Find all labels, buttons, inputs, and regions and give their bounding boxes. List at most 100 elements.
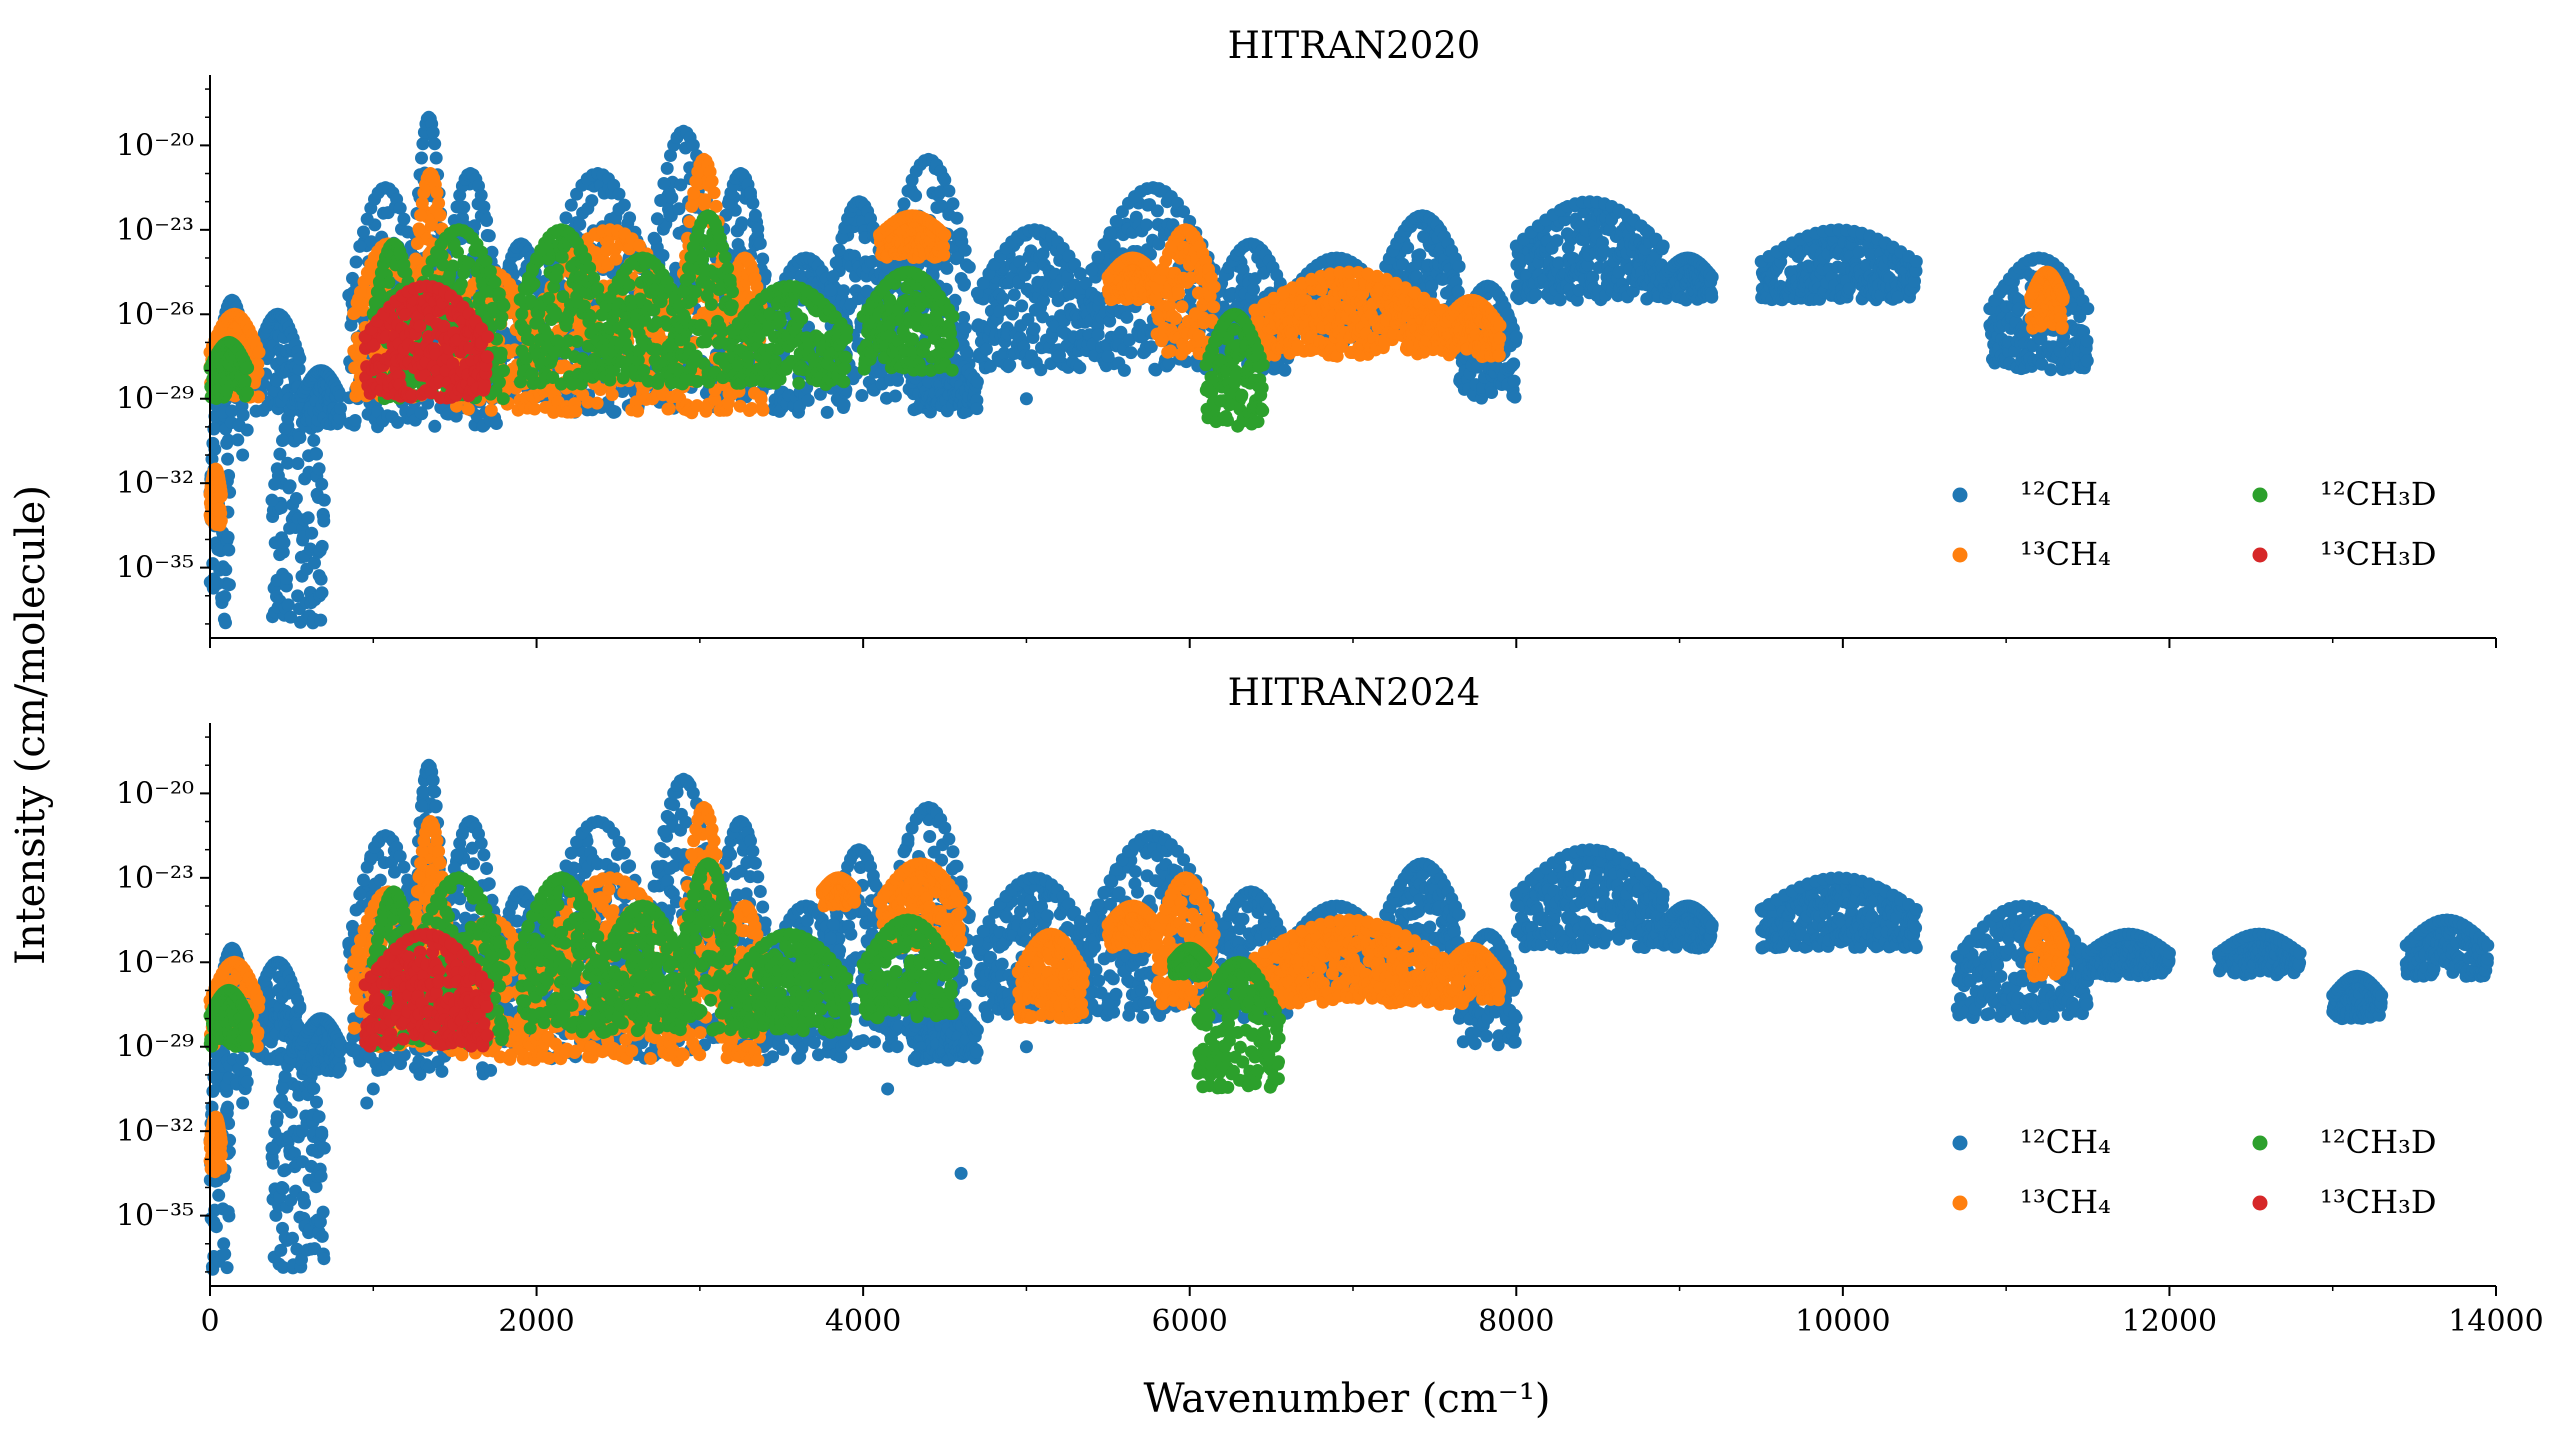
data-point <box>1452 259 1466 273</box>
data-point <box>631 404 645 418</box>
data-point <box>219 616 232 630</box>
data-point <box>412 222 426 236</box>
data-point <box>2080 354 2094 368</box>
data-point <box>416 137 430 151</box>
data-point <box>1508 390 1522 404</box>
data-point <box>348 414 362 427</box>
data-point <box>753 237 767 250</box>
data-point <box>1509 330 1523 344</box>
data-point <box>292 362 306 376</box>
data-point <box>954 227 968 241</box>
data-point <box>397 212 411 226</box>
data-point <box>559 211 573 225</box>
data-point <box>837 398 851 412</box>
data-point <box>707 186 721 200</box>
data-point <box>585 194 599 208</box>
data-point <box>289 492 303 505</box>
data-point <box>450 200 464 214</box>
data-point <box>685 199 699 213</box>
data-point <box>410 237 424 250</box>
data-point <box>569 404 583 418</box>
data-point <box>1705 290 1719 304</box>
data-point <box>393 201 407 215</box>
data-point <box>958 321 972 335</box>
data-point <box>826 270 840 283</box>
data-point <box>958 277 971 291</box>
data-point <box>801 393 815 407</box>
data-point <box>950 211 964 225</box>
data-point <box>855 389 869 402</box>
data-point <box>276 434 289 447</box>
data-point <box>426 125 440 139</box>
data-point <box>1117 363 1131 377</box>
point-cluster <box>294 364 348 433</box>
data-point <box>2081 302 2095 316</box>
data-point <box>206 436 220 450</box>
data-point <box>428 419 442 433</box>
data-point <box>820 405 834 419</box>
data-point <box>364 235 378 249</box>
data-point <box>218 590 232 603</box>
data-point <box>429 151 443 165</box>
data-point <box>756 252 770 266</box>
y-axis-label: Intensity (cm/molecule) <box>8 485 54 965</box>
data-point <box>650 212 664 226</box>
point-cluster <box>1656 251 1719 307</box>
data-point <box>240 423 254 437</box>
data-point <box>305 526 319 540</box>
data-point <box>608 405 622 419</box>
data-point <box>940 261 954 275</box>
data-point <box>214 487 228 501</box>
data-point <box>1073 361 1087 375</box>
data-point <box>252 345 266 359</box>
data-point <box>415 151 428 165</box>
data-point <box>746 196 760 210</box>
data-point <box>276 545 290 559</box>
data-point <box>662 402 676 416</box>
data-point <box>480 214 494 227</box>
data-point <box>432 196 446 210</box>
data-point <box>301 511 315 525</box>
data-point <box>1091 250 1105 264</box>
data-point <box>528 402 542 416</box>
data-point <box>888 389 902 403</box>
data-point <box>705 174 719 188</box>
data-point <box>315 539 329 553</box>
data-point <box>590 396 604 410</box>
data-point <box>654 194 668 207</box>
data-point <box>409 252 423 266</box>
data-point <box>274 501 288 515</box>
x-axis-label: Wavenumber (cm⁻¹) <box>1143 1376 1550 1422</box>
data-point <box>353 239 367 253</box>
data-point <box>221 530 235 544</box>
data-point <box>1529 288 1543 302</box>
data-point <box>225 404 239 418</box>
point-cluster <box>203 462 228 532</box>
data-point <box>293 352 307 366</box>
data-point <box>236 408 250 422</box>
data-point <box>1150 204 1164 218</box>
data-point <box>219 563 233 577</box>
data-point <box>334 401 347 415</box>
data-point <box>1278 363 1292 377</box>
data-point <box>357 225 370 239</box>
data-point <box>414 406 428 420</box>
data-point <box>278 421 292 435</box>
data-point <box>1413 248 1427 262</box>
point-cluster <box>1754 223 1923 307</box>
data-point <box>273 447 287 461</box>
data-point <box>221 452 235 466</box>
data-point <box>280 571 293 585</box>
data-point <box>1027 322 1041 336</box>
data-point <box>346 271 359 285</box>
data-point <box>312 462 326 476</box>
data-point <box>307 434 321 447</box>
data-point <box>1507 374 1521 388</box>
data-point <box>687 186 701 200</box>
data-point <box>660 161 674 175</box>
data-point <box>281 456 295 470</box>
data-point <box>461 402 475 416</box>
data-point <box>1705 270 1719 284</box>
data-point <box>310 447 323 461</box>
